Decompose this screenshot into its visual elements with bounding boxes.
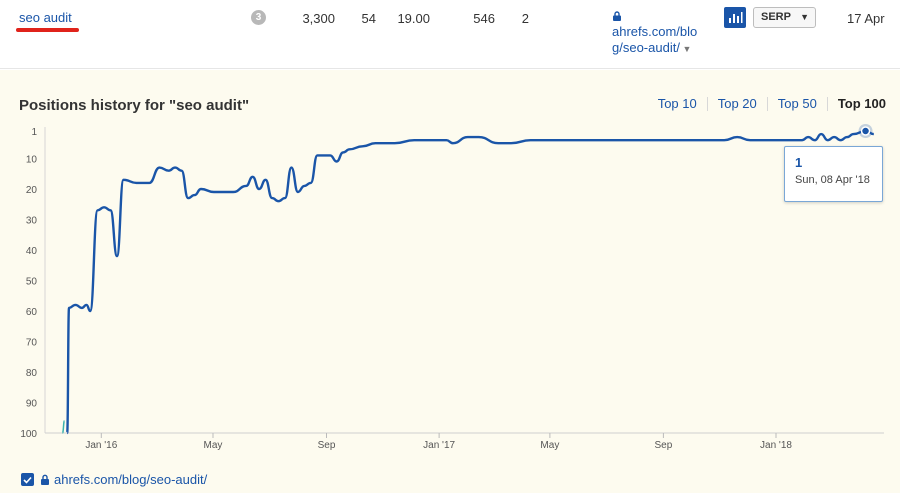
y-tick-label: 20 <box>26 185 38 196</box>
panel-title: Positions history for "seo audit" <box>19 97 250 114</box>
y-tick-label: 90 <box>26 398 38 409</box>
y-tick-label: 60 <box>26 307 38 318</box>
lock-icon <box>41 474 49 485</box>
legend-url-link[interactable]: ahrefs.com/blog/seo-audit/ <box>54 472 208 487</box>
y-tick-label: 70 <box>26 337 38 348</box>
x-tick-label: Jan '18 <box>760 440 792 451</box>
lock-icon <box>613 11 621 21</box>
x-tick-label: Sep <box>655 440 673 451</box>
keyword-row: seo audit 3 3,300 54 19.00 546 2 ahrefs.… <box>0 0 900 69</box>
x-axis-ticks: Jan '16 May Sep Jan '17 May Sep Jan '18 <box>85 433 792 451</box>
positions-chart-button[interactable] <box>724 7 746 28</box>
series-line-main[interactable] <box>66 129 874 435</box>
tooltip-date: Sun, 08 Apr '18 <box>795 174 870 186</box>
url-text-line2[interactable]: g/seo-audit/ <box>612 40 680 55</box>
url-cell[interactable]: ahrefs.com/blo g/seo-audit/ ▼ <box>612 11 717 57</box>
serp-features-badge[interactable]: 3 <box>251 10 266 25</box>
y-tick-label: 100 <box>20 429 37 440</box>
tab-top-50[interactable]: Top 50 <box>766 97 827 111</box>
position-cell: 2 <box>521 11 529 26</box>
series-line-secondary[interactable] <box>61 420 66 434</box>
caret-down-icon: ▼ <box>800 12 809 22</box>
cpc-cell: 19.00 <box>397 11 430 26</box>
url-text-line1[interactable]: ahrefs.com/blo <box>612 24 698 39</box>
x-tick-label: Jan '17 <box>423 440 455 451</box>
kd-cell: 54 <box>361 11 376 26</box>
y-tick-label: 80 <box>26 368 38 379</box>
caret-down-icon[interactable]: ▼ <box>679 44 692 54</box>
url-legend: ahrefs.com/blog/seo-audit/ <box>21 472 207 487</box>
tab-top-10[interactable]: Top 10 <box>657 96 697 111</box>
y-tick-label: 1 <box>31 127 37 138</box>
x-tick-label: Sep <box>318 440 336 451</box>
keyword-link[interactable]: seo audit <box>19 10 72 25</box>
top-range-tabs: Top 10 Top 20 Top 50 Top 100 <box>648 97 886 111</box>
serp-dropdown-button[interactable]: SERP ▼ <box>753 7 816 28</box>
updated-date: 17 Apr <box>847 11 885 26</box>
x-tick-label: Jan '16 <box>85 440 117 451</box>
serp-label: SERP <box>761 11 791 23</box>
y-tick-label: 10 <box>26 154 38 165</box>
tooltip-position: 1 <box>795 155 803 170</box>
series-group <box>61 124 874 435</box>
y-tick-label: 30 <box>26 215 38 226</box>
volume-cell: 3,300 <box>302 11 335 26</box>
x-tick-label: May <box>540 440 559 451</box>
chart-tooltip: 1 Sun, 08 Apr '18 <box>784 146 883 202</box>
y-tick-label: 50 <box>26 276 38 287</box>
y-axis-ticks: 1 10 20 30 40 50 60 70 80 90 100 <box>20 127 37 440</box>
y-tick-label: 40 <box>26 246 38 257</box>
x-tick-label: May <box>204 440 223 451</box>
url-checkbox[interactable] <box>21 473 34 486</box>
checkmark-icon <box>23 476 32 484</box>
tab-top-100[interactable]: Top 100 <box>826 97 886 111</box>
tab-top-20[interactable]: Top 20 <box>706 97 767 111</box>
red-highlight-underline <box>16 28 79 32</box>
traffic-cell: 546 <box>473 11 495 26</box>
hover-point[interactable] <box>860 126 871 136</box>
bar-chart-icon <box>729 12 743 23</box>
